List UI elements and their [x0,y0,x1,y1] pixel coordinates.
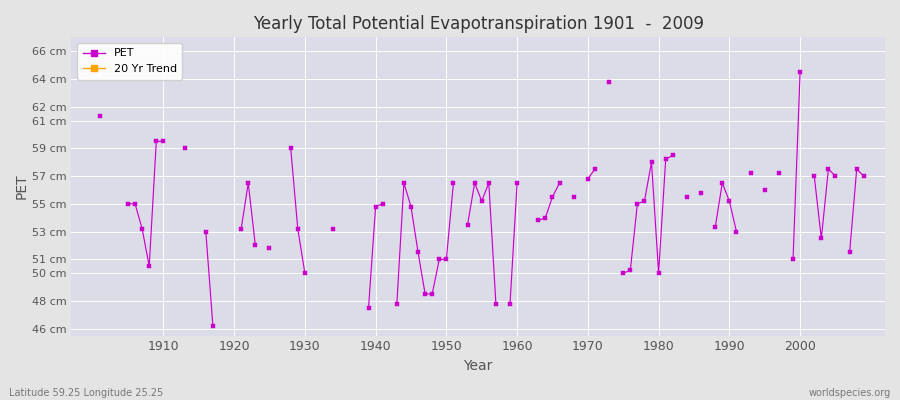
Text: worldspecies.org: worldspecies.org [809,388,891,398]
Legend: PET, 20 Yr Trend: PET, 20 Yr Trend [76,43,183,80]
Title: Yearly Total Potential Evapotranspiration 1901  -  2009: Yearly Total Potential Evapotranspiratio… [253,15,704,33]
Y-axis label: PET: PET [15,174,29,199]
X-axis label: Year: Year [464,359,493,373]
Text: Latitude 59.25 Longitude 25.25: Latitude 59.25 Longitude 25.25 [9,388,163,398]
